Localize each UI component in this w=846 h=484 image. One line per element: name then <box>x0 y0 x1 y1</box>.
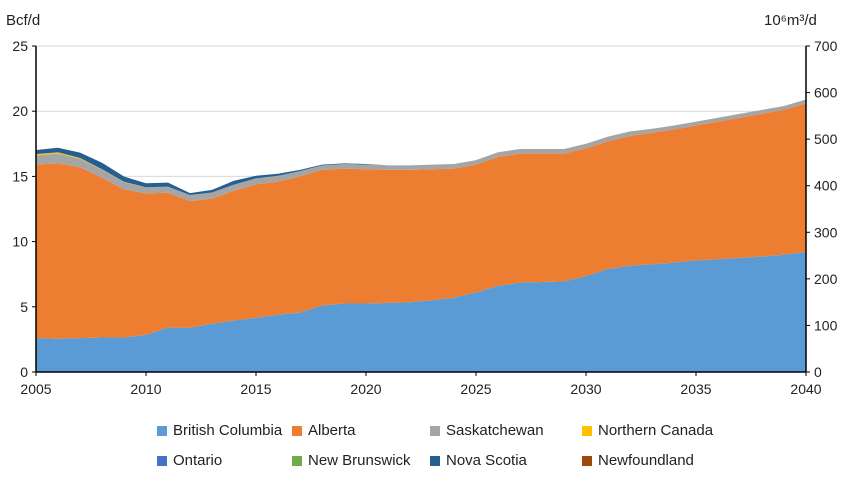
y-right-tick-label: 400 <box>814 178 838 194</box>
legend-item: Saskatchewan <box>430 422 544 439</box>
legend-label: Ontario <box>173 452 223 469</box>
x-tick-label: 2005 <box>20 381 51 397</box>
legend-item: Northern Canada <box>582 422 713 439</box>
legend-label: Saskatchewan <box>446 422 544 439</box>
y-right-tick-label: 100 <box>814 317 838 333</box>
legend-item: British Columbia <box>157 422 282 439</box>
x-tick-label: 2010 <box>130 381 161 397</box>
y-tick-label: 15 <box>12 168 28 184</box>
legend-swatch <box>582 455 592 466</box>
area-alberta <box>36 103 806 339</box>
y-right-tick-label: 0 <box>814 364 822 380</box>
y-tick-label: 20 <box>12 103 28 119</box>
y-right-tick-label: 700 <box>814 38 838 54</box>
legend-swatch <box>292 425 302 436</box>
x-tick-label: 2025 <box>460 381 491 397</box>
x-tick-label: 2015 <box>240 381 271 397</box>
legend-item: Alberta <box>292 422 356 439</box>
stacked-areas <box>36 99 806 372</box>
legend-swatch <box>157 455 167 466</box>
y-tick-label: 5 <box>20 299 28 315</box>
legend-swatch <box>292 455 302 466</box>
legend-item: Newfoundland <box>582 452 694 469</box>
y-right-tick-label: 300 <box>814 224 838 240</box>
legend-label: Alberta <box>308 422 356 439</box>
x-tick-label: 2030 <box>570 381 601 397</box>
y-axis-left-label: Bcf/d <box>6 12 41 29</box>
legend-label: Nova Scotia <box>446 452 527 469</box>
x-tick-label: 2040 <box>790 381 821 397</box>
legend-item: New Brunswick <box>292 452 411 469</box>
y-right-tick-label: 200 <box>814 271 838 287</box>
y-tick-label: 0 <box>20 364 28 380</box>
y-right-tick-label: 600 <box>814 85 838 101</box>
legend-swatch <box>430 425 440 436</box>
x-tick-label: 2035 <box>680 381 711 397</box>
legend-swatch <box>582 425 592 436</box>
y-right-tick-label: 500 <box>814 131 838 147</box>
y-tick-label: 10 <box>12 234 28 250</box>
area-british-columbia <box>36 252 806 372</box>
legend-swatch <box>430 455 440 466</box>
legend-label: British Columbia <box>173 422 283 439</box>
legend-label: Newfoundland <box>598 452 694 469</box>
y-tick-label: 25 <box>12 38 28 54</box>
y-axis-right-label: 10⁶m³/d <box>764 12 817 29</box>
legend-item: Nova Scotia <box>430 452 527 469</box>
legend-label: New Brunswick <box>308 452 411 469</box>
legend-label: Northern Canada <box>598 422 714 439</box>
legend-item: Ontario <box>157 452 222 469</box>
legend-swatch <box>157 425 167 436</box>
x-tick-label: 2020 <box>350 381 381 397</box>
